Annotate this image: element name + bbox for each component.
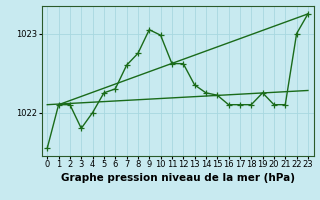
X-axis label: Graphe pression niveau de la mer (hPa): Graphe pression niveau de la mer (hPa) — [60, 173, 295, 183]
